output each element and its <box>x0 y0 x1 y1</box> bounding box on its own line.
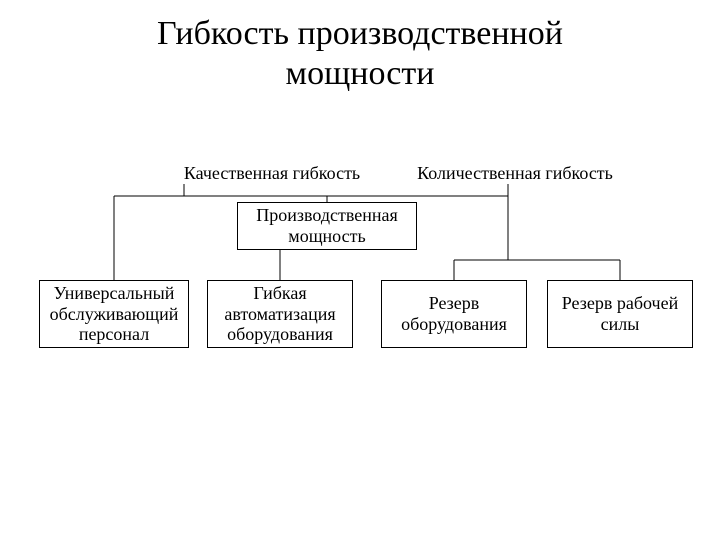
page-title-line2: мощности <box>0 54 720 93</box>
box-universal-staff: Универсальный обслуживающий персонал <box>39 280 189 348</box>
box-equipment-reserve: Резерв оборудования <box>381 280 527 348</box>
label-qualitative-flex: Качественная гибкость <box>172 162 372 184</box>
canvas: Гибкость производственной мощности Качес… <box>0 0 720 540</box>
box-flexible-automation: Гибкая автоматизация оборудования <box>207 280 353 348</box>
box-production-capacity: Производственная мощность <box>237 202 417 250</box>
label-quantitative-flex: Количественная гибкость <box>400 162 630 184</box>
page-title-line1: Гибкость производственной <box>0 14 720 53</box>
box-labor-reserve: Резерв рабочей силы <box>547 280 693 348</box>
